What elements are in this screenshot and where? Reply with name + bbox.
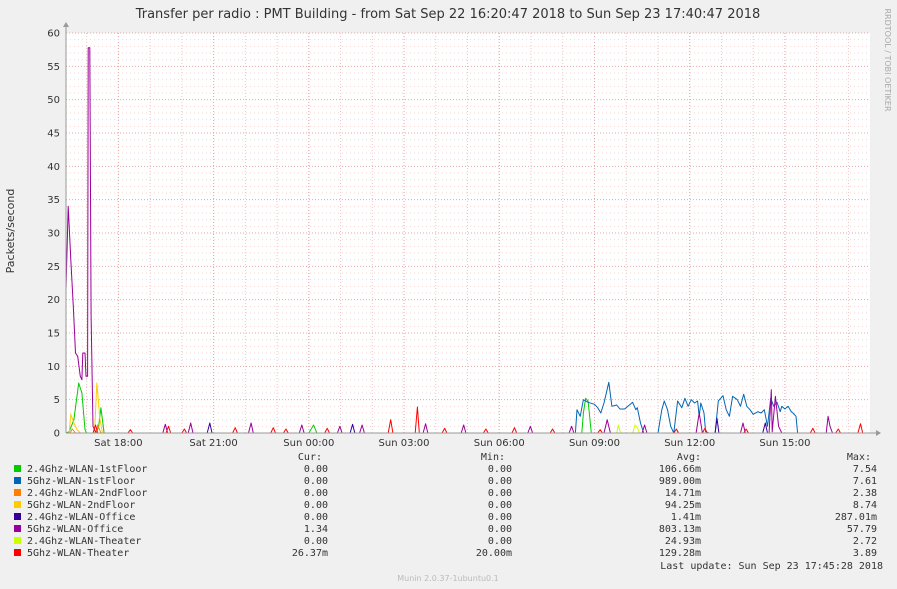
legend-min-value: 0.00 <box>488 464 512 475</box>
legend-cur-value: 0.00 <box>304 512 328 523</box>
legend-cur-value: 0.00 <box>304 464 328 475</box>
munin-version: Munin 2.0.37-1ubuntu0.1 <box>397 574 499 583</box>
legend-series-name: 5Ghz-WLAN-2ndFloor <box>27 500 135 511</box>
legend-series-name: 2.4Ghz-WLAN-Office <box>27 512 135 523</box>
legend-avg-value: 129.28m <box>659 548 701 559</box>
y-tick-labels: 0 5 10 15 20 25 30 35 40 45 50 55 60 <box>47 29 60 440</box>
legend-swatch <box>14 489 21 496</box>
y-tick-label: 25 <box>47 262 60 273</box>
last-update: Last update: Sun Sep 23 17:45:28 2018 <box>660 561 883 572</box>
x-tick-label: Sun 00:00 <box>283 438 334 449</box>
axes <box>63 22 881 436</box>
x-tick-label: Sat 18:00 <box>94 438 142 449</box>
y-tick-label: 45 <box>47 129 60 140</box>
legend-swatch <box>14 465 21 472</box>
y-axis-arrow <box>63 22 69 27</box>
y-tick-label: 10 <box>47 362 60 373</box>
legend-avg-value: 94.25m <box>665 500 701 511</box>
legend-swatch <box>14 549 21 556</box>
legend-cur-value: 26.37m <box>292 548 328 559</box>
legend-swatch <box>14 525 21 532</box>
y-tick-label: 5 <box>54 395 60 406</box>
legend-max-value: 3.89 <box>853 548 877 559</box>
legend-series-name: 2.4Ghz-WLAN-Theater <box>27 536 141 547</box>
legend-series-name: 5Ghz-WLAN-Theater <box>27 548 129 559</box>
legend-cur-value: 0.00 <box>304 500 328 511</box>
y-tick-label: 50 <box>47 95 60 106</box>
legend-series-name: 2.4Ghz-WLAN-1stFloor <box>27 464 147 475</box>
y-tick-label: 20 <box>47 295 60 306</box>
legend-header-cur: Cur: <box>298 452 322 463</box>
legend-min-value: 20.00m <box>476 548 512 559</box>
legend-min-value: 0.00 <box>488 476 512 487</box>
x-tick-labels: Sat 18:00 Sat 21:00 Sun 00:00 Sun 03:00 Sun … <box>94 438 810 449</box>
legend-swatch <box>14 501 21 508</box>
legend-series-name: 5Ghz-WLAN-Office <box>27 524 123 535</box>
legend-avg-value: 106.66m <box>659 464 701 475</box>
legend-cur-value: 0.00 <box>304 476 328 487</box>
legend-max-value: 287.01m <box>835 512 877 523</box>
y-tick-label: 60 <box>47 29 60 40</box>
legend-max-value: 57.79 <box>847 524 877 535</box>
x-axis-arrow <box>876 430 881 436</box>
x-tick-label: Sat 21:00 <box>189 438 237 449</box>
legend-max-value: 2.72 <box>853 536 877 547</box>
x-tick-label: Sun 15:00 <box>759 438 810 449</box>
legend-min-value: 0.00 <box>488 488 512 499</box>
legend-header-avg: Avg: <box>677 452 701 463</box>
legend-series-name: 2.4Ghz-WLAN-2ndFloor <box>27 488 147 499</box>
x-tick-label: Sun 03:00 <box>379 438 430 449</box>
legend-avg-value: 1.41m <box>671 512 701 523</box>
legend-header-min: Min: <box>481 452 505 463</box>
legend-avg-value: 989.00m <box>659 476 701 487</box>
legend-min-value: 0.00 <box>488 500 512 511</box>
legend-swatch <box>14 477 21 484</box>
legend-table: Cur: Min: Avg: Max: 2.4Ghz-WLAN-1stFloor… <box>14 452 877 559</box>
series-line <box>66 406 870 434</box>
legend-max-value: 7.54 <box>853 464 877 475</box>
x-tick-label: Sun 06:00 <box>474 438 525 449</box>
legend-max-value: 7.61 <box>853 476 877 487</box>
legend-min-value: 0.00 <box>488 524 512 535</box>
legend-avg-value: 14.71m <box>665 488 701 499</box>
legend-swatch <box>14 537 21 544</box>
y-tick-label: 30 <box>47 229 60 240</box>
legend-series-name: 5Ghz-WLAN-1stFloor <box>27 476 135 487</box>
legend-avg-value: 803.13m <box>659 524 701 535</box>
y-tick-label: 0 <box>54 429 60 440</box>
legend-header-max: Max: <box>847 452 871 463</box>
y-axis-label: Packets/second <box>4 189 17 274</box>
rrdtool-credit: RRDTOOL / TOBI OETIKER <box>883 8 892 111</box>
legend-swatch <box>14 513 21 520</box>
x-tick-label: Sun 09:00 <box>569 438 620 449</box>
legend-cur-value: 1.34 <box>304 524 328 535</box>
legend-min-value: 0.00 <box>488 512 512 523</box>
chart-title: Transfer per radio : PMT Building - from… <box>135 7 761 22</box>
y-tick-label: 35 <box>47 195 60 206</box>
x-tick-label: Sun 12:00 <box>664 438 715 449</box>
legend-cur-value: 0.00 <box>304 536 328 547</box>
grid <box>66 32 870 434</box>
legend-avg-value: 24.93m <box>665 536 701 547</box>
legend-max-value: 8.74 <box>853 500 877 511</box>
y-tick-label: 40 <box>47 162 60 173</box>
legend-max-value: 2.38 <box>853 488 877 499</box>
legend-cur-value: 0.00 <box>304 488 328 499</box>
y-tick-label: 55 <box>47 62 60 73</box>
y-tick-label: 15 <box>47 329 60 340</box>
legend-min-value: 0.00 <box>488 536 512 547</box>
